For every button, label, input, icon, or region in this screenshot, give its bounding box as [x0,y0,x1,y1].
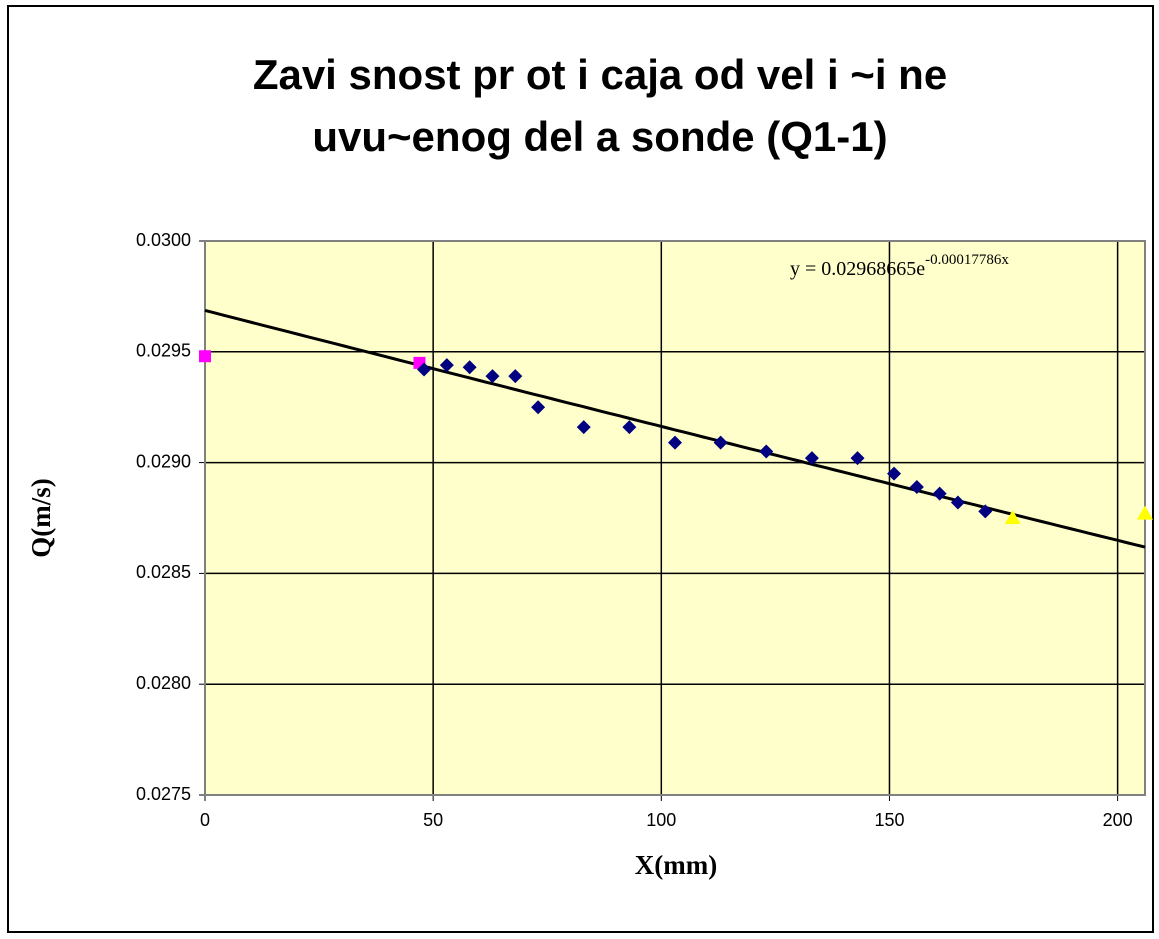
y-tick-label: 0.0300 [136,230,191,250]
data-point [804,451,819,466]
x-tick-label: 200 [1103,810,1133,830]
data-point [950,495,965,510]
data-point [909,479,924,494]
y-tick-label: 0.0290 [136,451,191,471]
data-point [622,420,637,435]
data-point [1137,505,1153,520]
y-tick-label: 0.0285 [136,562,191,582]
data-point [978,504,993,519]
trend-equation: y = 0.02968665e-0.00017786x [790,252,1009,279]
x-tick-label: 150 [874,810,904,830]
y-tick-label: 0.0295 [136,341,191,361]
x-tick-label: 100 [646,810,676,830]
data-point [462,360,477,375]
data-point [887,466,902,481]
trend-equation-base: y = 0.02968665e [790,258,925,280]
data-point [713,435,728,450]
data-point [199,350,211,363]
chart-title: uvu~enog del a sonde (Q1-1) [312,113,887,160]
data-point [417,362,432,377]
data-point [576,420,591,435]
data-point [932,486,947,501]
data-point [850,451,865,466]
data-point [668,435,682,450]
x-tick-label: 0 [200,810,210,830]
x-axis-title: X(mm) [635,850,717,880]
trend-equation-exponent: -0.00017786x [925,252,1009,268]
x-tick-label: 50 [423,810,443,830]
data-point [759,444,774,459]
y-tick-label: 0.0280 [136,673,191,693]
data-point [531,400,546,415]
chart-title: Zavi snost pr ot i caja od vel i ~i ne [253,51,947,98]
data-point [485,369,500,384]
data-point [1004,510,1021,524]
y-axis-title: Q(m/s) [26,478,56,557]
y-tick-label: 0.0275 [136,784,191,804]
data-point [439,358,454,373]
data-point [508,369,523,384]
plot-area [205,241,1145,795]
